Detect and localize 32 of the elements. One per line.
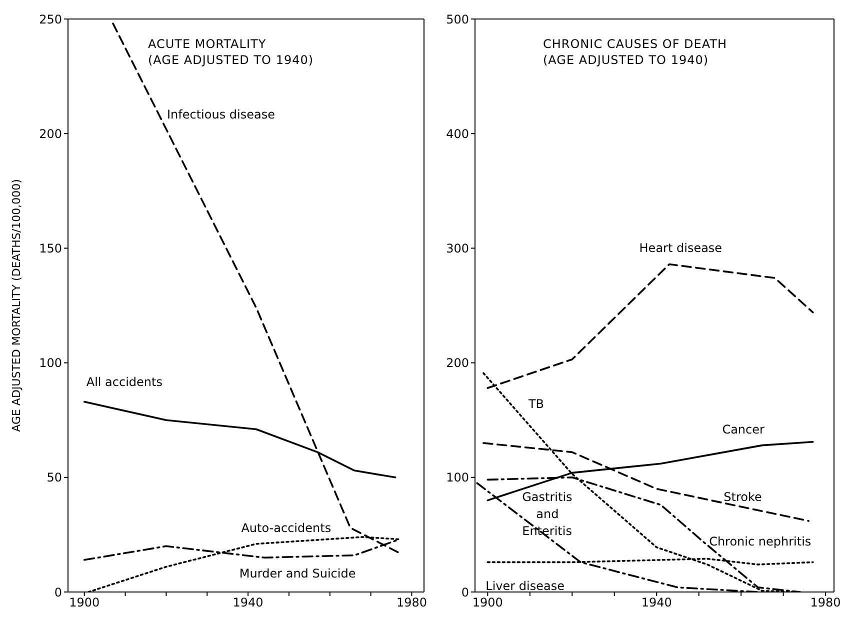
- series-label: Auto-accidents: [241, 520, 332, 535]
- text: CHRONIC CAUSES OF DEATH (AGE ADJUSTED TO 1940): [543, 36, 728, 68]
- y-tick-label: 400: [446, 126, 469, 141]
- y-tick-label: 0: [54, 585, 62, 600]
- y-tick-label: 200: [446, 356, 469, 370]
- y-tick-label: 500: [446, 12, 469, 26]
- series-label: Cancer: [722, 422, 765, 436]
- x-tick-label: 1940: [232, 596, 264, 610]
- y-tick-label: 0: [461, 585, 469, 600]
- y-tick-label: 200: [39, 126, 62, 141]
- x-tick-label: 1900: [472, 596, 503, 610]
- text: ACUTE MORTALITY (AGE ADJUSTED TO 1940): [148, 36, 314, 68]
- y-axis-title: AGE ADJUSTED MORTALITY (DEATHS/100,000): [10, 179, 23, 432]
- series-label: Stroke: [724, 490, 762, 504]
- y-tick-label: 50: [46, 470, 62, 485]
- series-label: Heart disease: [639, 241, 722, 256]
- x-tick-label: 1980: [810, 596, 841, 610]
- series-label: All accidents: [86, 374, 163, 389]
- series-label: Liver disease: [486, 579, 564, 594]
- series-label: Gastritis and Enteritis: [522, 490, 572, 538]
- series-label: Murder and Suicide: [239, 566, 356, 581]
- series-label: Infectious disease: [167, 108, 275, 122]
- series-label: TB: [527, 397, 544, 412]
- x-tick-label: 1940: [641, 596, 672, 610]
- x-tick-label: 1900: [69, 596, 100, 610]
- y-tick-label: 150: [39, 241, 62, 256]
- y-tick-label: 100: [39, 356, 62, 370]
- y-tick-label: 250: [39, 12, 62, 26]
- y-tick-label: 300: [446, 241, 469, 256]
- x-tick-label: 1980: [396, 596, 427, 610]
- y-tick-label: 100: [446, 470, 469, 485]
- series-label: Chronic nephritis: [709, 534, 812, 549]
